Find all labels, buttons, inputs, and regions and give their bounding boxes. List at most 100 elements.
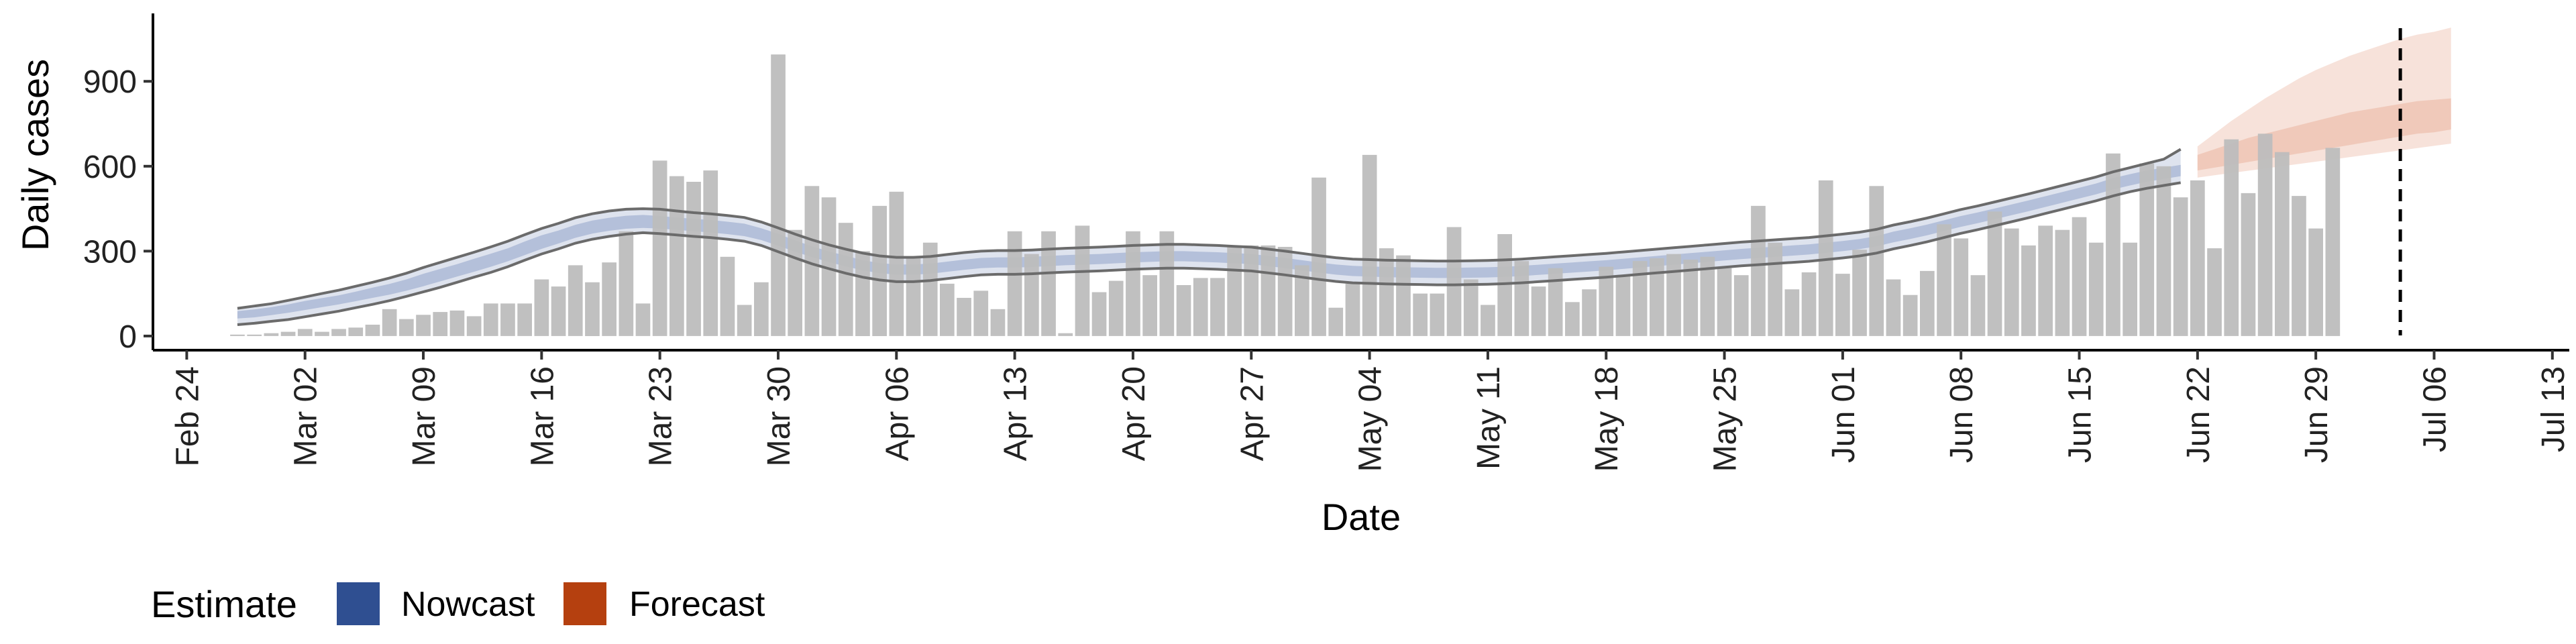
bar <box>1176 285 1191 336</box>
x-tick-label: May 25 <box>1708 366 1743 472</box>
bar <box>855 251 870 336</box>
nowcast-upper-line <box>237 148 2182 310</box>
legend-swatch-forecast <box>564 582 606 625</box>
bar <box>804 186 820 336</box>
bar <box>230 334 245 336</box>
legend-title: Estimate <box>151 583 297 625</box>
bar <box>1548 268 1563 336</box>
bar <box>1683 260 1699 336</box>
bar <box>1227 245 1242 336</box>
bar <box>466 316 482 336</box>
y-tick-label: 300 <box>83 234 137 270</box>
x-tick-label: Jun 15 <box>2063 366 2098 463</box>
x-tick-label: Mar 23 <box>643 366 679 466</box>
bar <box>720 256 735 336</box>
bar <box>2156 166 2171 336</box>
bar <box>2241 193 2256 336</box>
bar <box>399 319 414 336</box>
bar <box>754 282 769 336</box>
bar <box>551 286 566 336</box>
bar <box>1751 205 1766 336</box>
x-tick-label: May 18 <box>1589 366 1625 472</box>
bar <box>2292 196 2306 336</box>
bar <box>1784 289 1800 336</box>
bar <box>1920 270 1935 336</box>
bar <box>2072 217 2087 336</box>
bar <box>957 298 971 336</box>
bar <box>365 325 380 336</box>
bar <box>1295 265 1309 336</box>
bar <box>1075 225 1090 336</box>
bar <box>1481 305 1495 336</box>
x-tick-label: Jun 08 <box>1944 366 1980 463</box>
bar <box>2106 153 2121 336</box>
bar <box>1666 254 1681 336</box>
x-tick-label: Mar 16 <box>525 366 560 466</box>
bar <box>2257 133 2273 336</box>
x-tick-label: Jun 29 <box>2299 366 2334 463</box>
bar <box>1953 238 1969 336</box>
bar <box>922 242 938 336</box>
bar <box>449 310 465 336</box>
bar <box>990 309 1006 336</box>
bar <box>331 329 346 336</box>
x-axis-title: Date <box>1322 496 1401 538</box>
bar <box>940 283 955 336</box>
axes: 0 300 600 900 Feb 24 Mar 02 Mar 09 Mar 16 Mar 23… <box>83 13 2571 472</box>
bar <box>1700 256 1715 336</box>
bar <box>2021 245 2036 336</box>
bar <box>2190 180 2205 336</box>
bar <box>1108 280 1124 336</box>
bar <box>771 54 786 336</box>
bar <box>534 279 549 336</box>
bar <box>1531 286 1546 336</box>
bar <box>1413 293 1428 336</box>
bar <box>2308 228 2323 336</box>
bar <box>416 315 431 336</box>
bar <box>1041 231 1056 336</box>
bar <box>1514 261 1529 336</box>
bar <box>973 290 989 336</box>
x-tick-label: Apr 27 <box>1234 366 1270 461</box>
x-tick-label: Apr 06 <box>879 366 915 461</box>
bar <box>297 329 313 336</box>
bar <box>2004 228 2019 336</box>
bar <box>2038 225 2053 336</box>
bar <box>483 303 498 336</box>
x-tick-label: Jul 06 <box>2417 366 2453 452</box>
bar <box>1126 231 1140 336</box>
bar <box>247 334 262 336</box>
x-tick-label: Jul 13 <box>2536 366 2571 452</box>
bar <box>348 327 364 336</box>
bar <box>280 331 296 336</box>
legend-label-nowcast: Nowcast <box>401 585 535 624</box>
x-tick-label: Jun 01 <box>1826 366 1862 463</box>
bar <box>906 258 921 336</box>
x-tick-label: Apr 13 <box>998 366 1034 461</box>
bar <box>1818 180 1833 336</box>
bar <box>1632 261 1648 336</box>
bar <box>1007 231 1022 336</box>
bar <box>1970 275 1986 336</box>
bar <box>635 303 651 336</box>
daily-cases-bars <box>230 54 2341 336</box>
bar <box>1835 274 1850 336</box>
bar <box>872 205 887 336</box>
bar <box>2139 163 2155 336</box>
bar <box>821 197 837 336</box>
bar <box>703 170 718 336</box>
bar <box>1717 268 1732 336</box>
bar <box>1852 250 1867 336</box>
bar <box>1987 211 2002 336</box>
bar <box>2055 229 2070 336</box>
bar <box>1159 231 1175 336</box>
x-tick-label: Mar 09 <box>407 366 442 466</box>
x-tick-label: Mar 02 <box>288 366 324 466</box>
bar <box>2207 248 2222 336</box>
bar <box>838 223 853 336</box>
bar <box>2173 197 2188 336</box>
bar <box>889 191 904 336</box>
y-axis-title: Daily cases <box>14 59 56 251</box>
bar <box>1768 242 1782 336</box>
